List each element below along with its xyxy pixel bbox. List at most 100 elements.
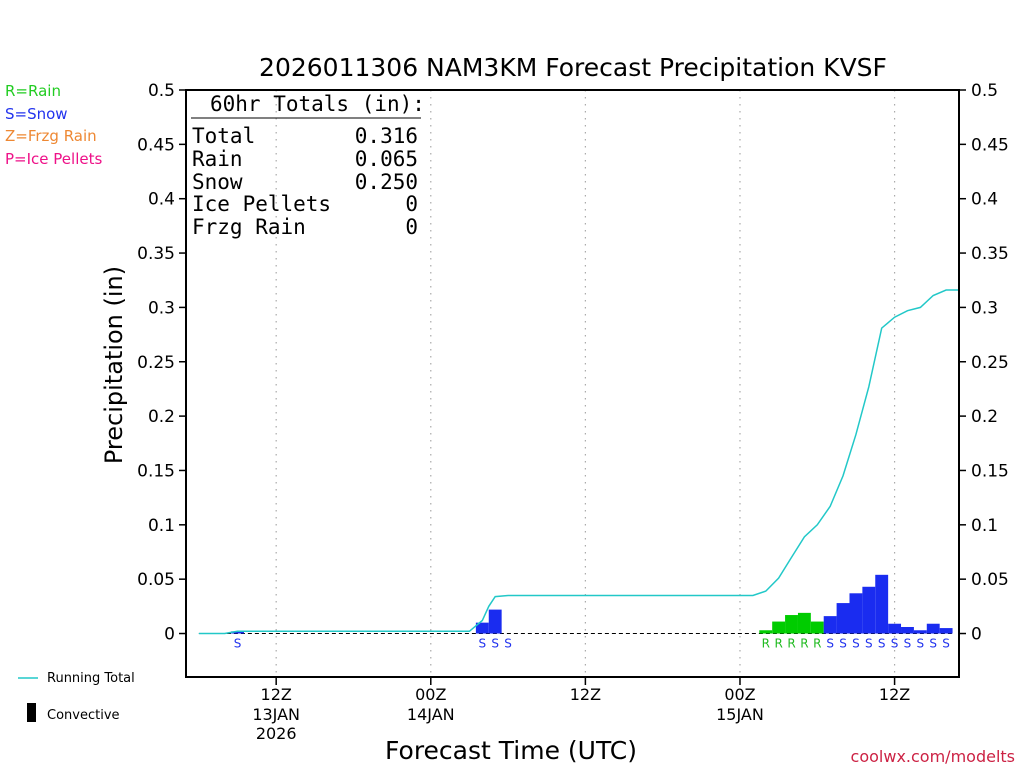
legend-frzg-rain: Z=Frzg Rain — [5, 127, 97, 145]
y-tick-label-right: 0.45 — [971, 135, 1009, 155]
bar — [759, 630, 773, 634]
totals-heading: 60hr Totals (in): — [210, 92, 425, 116]
precip-type-label: S — [891, 637, 899, 651]
totals-total-value: 0.316 — [355, 124, 418, 148]
precip-type-label: R — [762, 637, 770, 651]
precip-type-label: S — [234, 637, 242, 651]
bar — [913, 630, 927, 634]
bar — [836, 603, 850, 634]
legend-convective: Convective — [47, 708, 120, 723]
totals-frzg-rain-label: Frzg Rain — [192, 215, 306, 239]
precip-type-label: S — [904, 637, 912, 651]
y-tick-label-left: 0.15 — [137, 461, 175, 481]
bar — [888, 623, 902, 634]
x-tick-label: 00Z — [415, 685, 446, 704]
totals-ice-pellets-value: 0 — [405, 192, 418, 216]
y-tick-label-left: 0.5 — [148, 81, 175, 101]
bar — [849, 593, 863, 634]
totals-total-label: Total — [192, 124, 255, 148]
bar — [926, 623, 940, 634]
credit: coolwx.com/modelts — [851, 747, 1015, 766]
y-tick-label-left: 0.45 — [137, 135, 175, 155]
y-tick-label-right: 0.1 — [971, 516, 998, 536]
precip-type-label: R — [813, 637, 821, 651]
bar — [862, 586, 876, 634]
precip-type-label: S — [826, 637, 834, 651]
legend-rain: R=Rain — [5, 82, 61, 100]
grid — [198, 90, 953, 677]
y-tick-label-left: 0.05 — [137, 570, 175, 590]
y-tick-label-right: 0.5 — [971, 81, 998, 101]
x-tick-date: 13JAN — [252, 705, 300, 724]
y-axes: 0 00.05 0.050.1 0.10.15 0.150.2 0.20.25 0.250.… — [137, 81, 1009, 645]
y-tick-label-left: 0.2 — [148, 407, 175, 427]
bar — [901, 626, 914, 634]
bar — [797, 612, 811, 634]
legend-ice-pellets: P=Ice Pellets — [5, 150, 102, 168]
legend-snow: S=Snow — [5, 105, 68, 123]
y-tick-label-left: 0.35 — [137, 244, 175, 264]
precip-type-label: S — [917, 637, 925, 651]
y-tick-label-left: 0 — [164, 625, 175, 645]
totals-ice-pellets-label: Ice Pellets — [192, 192, 331, 216]
bar — [231, 631, 244, 634]
chart-title: 2026011306 NAM3KM Forecast Precipitation… — [259, 53, 887, 82]
bar — [785, 615, 798, 634]
bar — [939, 628, 953, 634]
precip-type-label: S — [929, 637, 937, 651]
plot-frame — [185, 89, 960, 678]
x-tick-year: 2026 — [256, 724, 297, 743]
precip-type-label: R — [800, 637, 808, 651]
y-tick-label-left: 0.4 — [148, 190, 175, 210]
y-tick-label-right: 0.35 — [971, 244, 1009, 264]
running-total-series — [198, 289, 959, 635]
y-tick-label-left: 0.1 — [148, 516, 175, 536]
x-axis-label: Forecast Time (UTC) — [385, 736, 637, 765]
precip-type-label: R — [774, 637, 782, 651]
y-tick-label-right: 0 — [971, 625, 982, 645]
bar — [810, 621, 824, 634]
y-tick-label-right: 0.15 — [971, 461, 1009, 481]
running-total-line — [198, 289, 959, 635]
y-axis-label: Precipitation (in) — [100, 266, 128, 464]
bar — [875, 574, 889, 634]
totals-box: 60hr Totals (in): Total 0.316 Rain 0.065… — [191, 92, 425, 239]
x-tick-date: 15JAN — [716, 705, 764, 724]
y-tick-label-right: 0.05 — [971, 570, 1009, 590]
precip-type-label: S — [839, 637, 847, 651]
convective-swatch — [27, 703, 36, 722]
precip-type-label: R — [787, 637, 795, 651]
y-tick-label-right: 0.4 — [971, 190, 998, 210]
y-tick-label-right: 0.25 — [971, 353, 1009, 373]
bar — [772, 621, 786, 634]
bar — [823, 616, 837, 634]
y-tick-label-left: 0.3 — [148, 298, 175, 318]
x-tick-label: 00Z — [724, 685, 755, 704]
bar — [488, 609, 502, 634]
bar — [475, 622, 489, 634]
legend: R=Rain S=Snow Z=Frzg Rain P=Ice Pellets … — [5, 82, 135, 723]
x-tick-label: 12Z — [261, 685, 292, 704]
totals-frzg-rain-value: 0 — [405, 215, 418, 239]
y-tick-label-left: 0.25 — [137, 353, 175, 373]
x-tick-label: 12Z — [570, 685, 601, 704]
x-tick-date: 14JAN — [407, 705, 455, 724]
y-tick-label-right: 0.2 — [971, 407, 998, 427]
precip-type-label: S — [504, 637, 512, 651]
precip-type-label: S — [865, 637, 873, 651]
precip-type-label: S — [852, 637, 860, 651]
totals-rain-value: 0.065 — [355, 147, 418, 171]
precip-type-label: S — [942, 637, 950, 651]
totals-snow-label: Snow — [192, 170, 243, 194]
precip-type-label: S — [491, 637, 499, 651]
bar-series — [231, 574, 953, 634]
precip-type-label: S — [878, 637, 886, 651]
legend-running-total: Running Total — [47, 671, 135, 686]
x-tick-label: 12Z — [879, 685, 910, 704]
y-tick-label-right: 0.3 — [971, 298, 998, 318]
totals-snow-value: 0.250 — [355, 170, 418, 194]
precip-type-label: S — [479, 637, 487, 651]
